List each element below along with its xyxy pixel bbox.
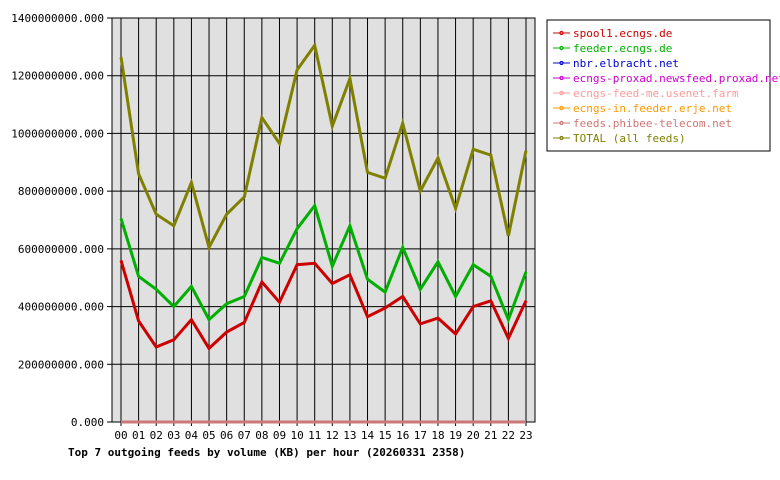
series-line xyxy=(119,41,528,252)
legend-marker xyxy=(559,135,564,141)
x-axis: 00 01 02 03 04 05 06 07 08 09 10 11 12 13 14 15 16 17 18 19… xyxy=(114,422,533,442)
x-tick-label: 11 xyxy=(308,429,321,442)
legend-label: spool1.ecngs.de xyxy=(573,27,672,40)
y-tick-label: 400000000.000 xyxy=(18,301,104,314)
legend-marker xyxy=(559,105,564,111)
legend-label: ecngs-in.feeder.erje.net xyxy=(573,102,732,115)
legend-box xyxy=(546,19,771,152)
x-tick-label: 10 xyxy=(290,429,303,442)
legend-item: ecngs-proxad.newsfeed.proxad.net xyxy=(553,72,780,85)
chart-title: Top 7 outgoing feeds by volume (KB) per … xyxy=(68,446,465,459)
legend-label: TOTAL (all feeds) xyxy=(573,132,686,145)
x-tick-label: 02 xyxy=(150,429,163,442)
x-tick-label: 09 xyxy=(273,429,286,442)
series-line xyxy=(119,259,528,351)
legend-marker xyxy=(559,75,564,81)
x-tick-label: 05 xyxy=(202,429,215,442)
series-line xyxy=(119,202,528,324)
x-tick-label: 08 xyxy=(255,429,268,442)
x-tick-label: 12 xyxy=(326,429,339,442)
legend-label: nbr.elbracht.net xyxy=(573,57,679,70)
y-tick-label: 0.000 xyxy=(71,416,104,429)
legend-item: TOTAL (all feeds) xyxy=(553,132,686,145)
x-tick-label: 06 xyxy=(220,429,233,442)
legend-item: nbr.elbracht.net xyxy=(553,57,679,70)
x-tick-label: 15 xyxy=(379,429,392,442)
x-tick-label: 23 xyxy=(519,429,532,442)
x-tick-label: 16 xyxy=(396,429,409,442)
legend-marker xyxy=(559,60,564,66)
x-tick-label: 07 xyxy=(238,429,251,442)
series-lines xyxy=(119,41,528,424)
legend-item: ecngs-in.feeder.erje.net xyxy=(553,102,732,115)
x-tick-label: 19 xyxy=(449,429,462,442)
legend-label: ecngs-proxad.newsfeed.proxad.net xyxy=(573,72,780,85)
legend-label: feeds.phibee-telecom.net xyxy=(573,117,732,130)
y-axis: 0.000 200000000.000 400000000.000 600000000… xyxy=(11,12,112,429)
legend-item: feeder.ecngs.de xyxy=(553,42,672,55)
y-tick-label: 1400000000.000 xyxy=(11,12,104,25)
legend-marker xyxy=(559,90,564,96)
x-tick-label: 22 xyxy=(502,429,515,442)
x-tick-label: 13 xyxy=(343,429,356,442)
x-tick-label: 18 xyxy=(431,429,444,442)
legend-item: spool1.ecngs.de xyxy=(553,27,672,40)
x-tick-label: 17 xyxy=(414,429,427,442)
y-tick-label: 1000000000.000 xyxy=(11,127,104,140)
y-tick-label: 200000000.000 xyxy=(18,358,104,371)
x-tick-label: 20 xyxy=(467,429,480,442)
y-tick-label: 600000000.000 xyxy=(18,243,104,256)
x-tick-label: 03 xyxy=(167,429,180,442)
legend-label: feeder.ecngs.de xyxy=(573,42,672,55)
legend-item: feeds.phibee-telecom.net xyxy=(553,117,732,130)
x-tick-label: 00 xyxy=(114,429,127,442)
legend: spool1.ecngs.de feeder.ecngs.de nbr.elbrac… xyxy=(553,27,780,145)
x-tick-label: 21 xyxy=(484,429,497,442)
legend-item: ecngs-feed-me.usenet.farm xyxy=(553,87,739,100)
y-tick-label: 800000000.000 xyxy=(18,185,104,198)
x-tick-label: 01 xyxy=(132,429,145,442)
legend-label: ecngs-feed-me.usenet.farm xyxy=(573,87,739,100)
y-tick-label: 1200000000.000 xyxy=(11,70,104,83)
legend-marker xyxy=(559,45,564,51)
x-tick-label: 04 xyxy=(185,429,199,442)
legend-marker xyxy=(559,30,564,36)
legend-marker xyxy=(559,120,564,126)
x-tick-label: 14 xyxy=(361,429,375,442)
